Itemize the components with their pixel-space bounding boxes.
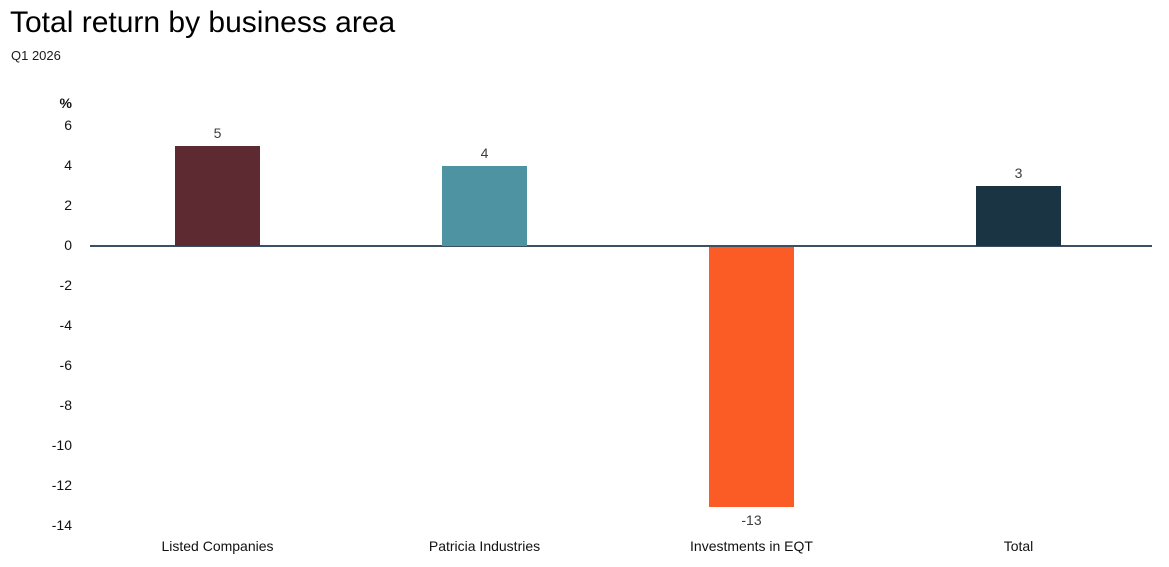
y-axis-tick-label: -6 [59, 357, 72, 373]
chart-title: Total return by business area [10, 6, 396, 39]
bar-total [976, 186, 1061, 246]
bar-value-label: 4 [480, 145, 489, 161]
x-axis-category-label: Patricia Industries [428, 538, 541, 554]
y-axis-tick-label: 6 [64, 117, 72, 133]
y-axis-tick-label: 4 [64, 157, 72, 173]
x-axis-category-label: Total [1003, 538, 1034, 554]
chart-subtitle: Q1 2026 [11, 48, 61, 63]
x-axis-category-label: Listed Companies [161, 538, 274, 554]
bar-listed-companies [175, 146, 260, 246]
bar-value-label: 5 [213, 125, 222, 141]
zero-baseline [90, 245, 1152, 247]
y-axis-tick-label: -10 [51, 437, 72, 453]
y-axis-tick-label: -2 [59, 277, 72, 293]
y-axis-tick-label: -4 [59, 317, 72, 333]
y-axis-tick-label: 2 [64, 197, 72, 213]
y-axis-tick-label: -8 [59, 397, 72, 413]
bar-investments-in-eqt [709, 247, 794, 507]
y-axis-tick-label: 0 [64, 237, 72, 253]
bar-value-label: 3 [1014, 165, 1023, 181]
bar-value-label: -13 [741, 512, 762, 528]
y-axis-tick-label: -12 [51, 477, 72, 493]
y-axis-tick-label: -14 [51, 517, 72, 533]
x-axis-category-label: Investments in EQT [690, 538, 813, 554]
y-axis-unit-label: % [59, 95, 72, 111]
bar-patricia-industries [442, 166, 527, 246]
